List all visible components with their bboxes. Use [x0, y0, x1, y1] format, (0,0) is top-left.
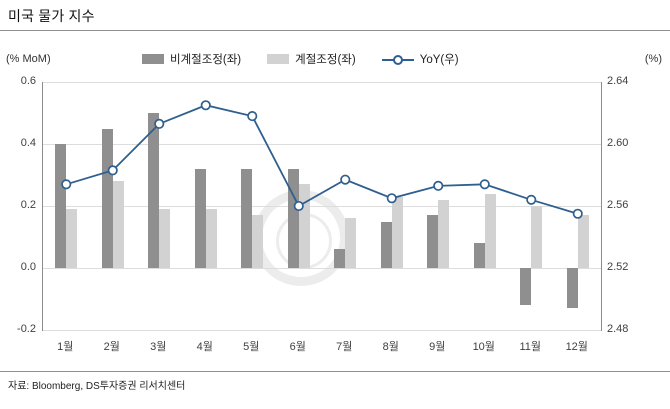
bar-nonseasonal [241, 168, 253, 268]
right-axis-tick: 2.64 [607, 75, 629, 87]
footer-divider [0, 371, 670, 372]
bar-nonseasonal [101, 128, 113, 268]
yoy-marker-icon [154, 118, 165, 129]
x-axis-tick: 9월 [429, 341, 446, 353]
x-axis-tick: 12월 [565, 341, 588, 353]
title-divider [0, 30, 670, 31]
left-axis-tick: -0.2 [17, 323, 36, 335]
left-axis-tick: 0.2 [20, 199, 36, 211]
x-axis-tick: 4월 [196, 341, 213, 353]
x-axis-tick: 6월 [289, 341, 306, 353]
source-note: 자료: Bloomberg, DS투자증권 리서치센터 [8, 381, 186, 392]
yoy-line [61, 100, 583, 219]
bar-seasonal [438, 199, 450, 268]
gridline [43, 205, 601, 207]
yoy-marker-icon [61, 179, 72, 190]
bar-seasonal [205, 209, 217, 268]
left-axis-tick: 0.6 [20, 75, 36, 87]
legend-label-sa: 계절조정(좌) [295, 54, 356, 66]
x-axis-tick: 5월 [243, 341, 260, 353]
bar-nonseasonal [566, 268, 578, 309]
x-axis-tick: 3월 [150, 341, 167, 353]
right-axis-tick: 2.48 [607, 323, 629, 335]
bar-nonseasonal [427, 215, 439, 268]
legend-item-sa: 계절조정(좌) [267, 51, 356, 67]
yoy-marker-icon [200, 100, 211, 111]
yoy-marker-icon [433, 180, 444, 191]
gridline [43, 143, 601, 145]
left-axis-unit: (% MoM) [6, 53, 51, 65]
bar-seasonal [66, 209, 78, 268]
legend-label-yoy: YoY(우) [419, 54, 459, 66]
x-axis-tick: 8월 [382, 341, 399, 353]
gridline [43, 329, 601, 331]
x-axis-tick: 10월 [472, 341, 495, 353]
bar-seasonal [112, 181, 124, 268]
gridline [43, 81, 601, 83]
bar-nonseasonal [148, 113, 160, 268]
plot-area [42, 81, 602, 331]
yoy-marker-icon [479, 179, 490, 190]
bar-seasonal [298, 184, 310, 268]
legend-item-yoy: YoY(우) [381, 51, 459, 67]
bar-seasonal [159, 209, 171, 268]
yoy-marker-icon [107, 165, 118, 176]
x-axis-tick: 7월 [336, 341, 353, 353]
left-axis-tick: 0.4 [20, 137, 36, 149]
bar-nonseasonal [380, 221, 392, 268]
left-axis-tick: 0.0 [20, 261, 36, 273]
yoy-marker-icon [386, 193, 397, 204]
bar-seasonal [252, 215, 264, 268]
bar-nonseasonal [520, 268, 532, 306]
chart-legend: 비계절조정(좌) 계절조정(좌) YoY(우) [142, 51, 459, 67]
yoy-marker-icon [247, 111, 258, 122]
legend-swatch-yoy-icon [381, 54, 414, 65]
chart-title: 미국 물가 지수 [8, 8, 95, 24]
right-axis-tick: 2.60 [607, 137, 629, 149]
legend-label-nsa: 비계절조정(좌) [170, 54, 242, 66]
bar-nonseasonal [55, 144, 67, 268]
legend-item-nsa: 비계절조정(좌) [142, 51, 241, 67]
bar-nonseasonal [194, 168, 206, 268]
legend-swatch-sa-icon [267, 54, 290, 64]
bar-seasonal [391, 196, 403, 268]
bar-seasonal [531, 206, 543, 268]
gridline [43, 267, 601, 269]
bar-nonseasonal [334, 249, 346, 268]
yoy-marker-icon [340, 174, 351, 185]
right-axis-unit: (%) [644, 53, 662, 65]
x-axis-tick: 1월 [57, 341, 74, 353]
yoy-marker-icon [293, 200, 304, 212]
legend-swatch-nsa-icon [142, 54, 164, 64]
x-axis-tick: 2월 [103, 341, 120, 353]
bar-nonseasonal [473, 243, 485, 268]
right-axis-tick: 2.52 [607, 261, 629, 273]
yoy-marker-icon [572, 208, 583, 219]
bar-seasonal [577, 215, 589, 268]
bar-nonseasonal [287, 168, 299, 268]
bar-seasonal [484, 193, 496, 268]
yoy-marker-icon [526, 194, 537, 205]
right-axis-tick: 2.56 [607, 199, 629, 211]
bar-seasonal [345, 218, 357, 268]
x-axis-tick: 11월 [519, 341, 542, 353]
